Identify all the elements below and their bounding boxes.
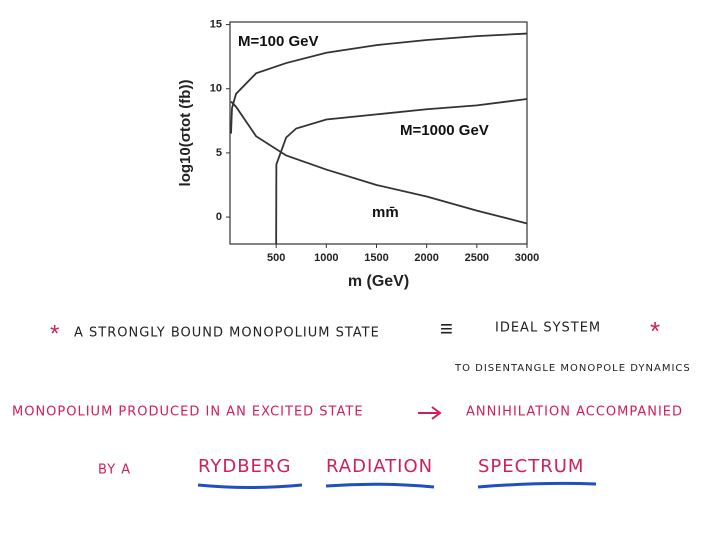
series-label: mm̄ — [372, 204, 399, 221]
x-tick-label: 2000 — [414, 252, 438, 264]
plot-frame — [229, 21, 528, 245]
note-text: BY A — [98, 463, 131, 478]
note-text: IDEAL SYSTEM — [495, 321, 601, 336]
series-line — [230, 32, 528, 134]
x-tick-label: 3000 — [515, 252, 539, 264]
star: * — [50, 320, 59, 347]
note-text: RADIATION — [326, 456, 433, 477]
series-line — [230, 100, 528, 225]
underline — [197, 481, 597, 489]
y-tick-label: 0 — [216, 211, 222, 223]
y-axis-label: log10(σtot (fb)) — [177, 80, 194, 187]
y-tick-label: 5 — [216, 147, 222, 159]
x-tick-label: 500 — [267, 252, 285, 264]
x-tick-label: 1500 — [364, 252, 388, 264]
series-line — [275, 98, 528, 245]
note-text: TO DISENTANGLE MONOPOLE DYNAMICS — [454, 363, 691, 374]
series-label: M=100 GeV — [238, 33, 318, 50]
note-text: RYDBERG — [198, 456, 291, 477]
x-axis-label: m (GeV) — [348, 273, 409, 290]
note-text: SPECTRUM — [478, 456, 584, 477]
note-text: MONOPOLIUM PRODUCED IN AN EXCITED STATE — [12, 405, 364, 420]
note-text: A STRONGLY BOUND MONOPOLIUM STATE — [74, 326, 380, 341]
note-text: ANNIHILATION ACCOMPANIED — [466, 405, 683, 420]
arrow — [418, 406, 442, 420]
x-tick-label: 2500 — [465, 252, 489, 264]
x-tick-label: 1000 — [314, 252, 338, 264]
y-tick-label: 10 — [210, 83, 222, 95]
star: * — [650, 316, 660, 346]
series-label: M=1000 GeV — [400, 122, 489, 139]
notes: * A STRONGLY BOUND MONOPOLIUM STATE ≡ ID… — [12, 316, 691, 489]
equiv-sign: ≡ — [440, 316, 453, 341]
y-tick-label: 15 — [210, 18, 222, 30]
